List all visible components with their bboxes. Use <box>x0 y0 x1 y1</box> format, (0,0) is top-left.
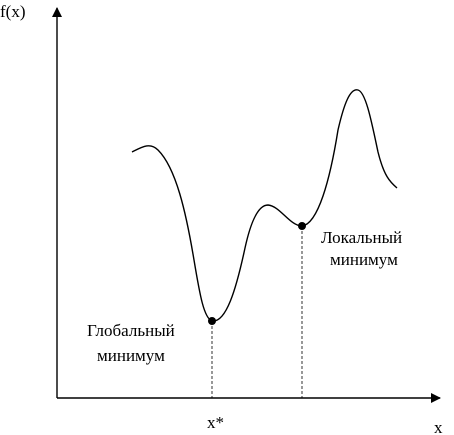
global-minimum-label-line-2: минимум <box>97 346 165 365</box>
global-minimum-point <box>208 317 216 325</box>
local-minimum-label-line-2: минимум <box>330 250 398 269</box>
function-curve <box>131 89 398 322</box>
x-axis-label: x <box>434 418 443 435</box>
x-star-label: x* <box>207 413 224 432</box>
local-minimum-point <box>298 222 306 230</box>
global-minimum-label-line-1: Глобальный <box>87 321 175 340</box>
y-axis-label: f(x) <box>0 2 25 21</box>
local-minimum-label-line-1: Локальный <box>321 228 402 247</box>
